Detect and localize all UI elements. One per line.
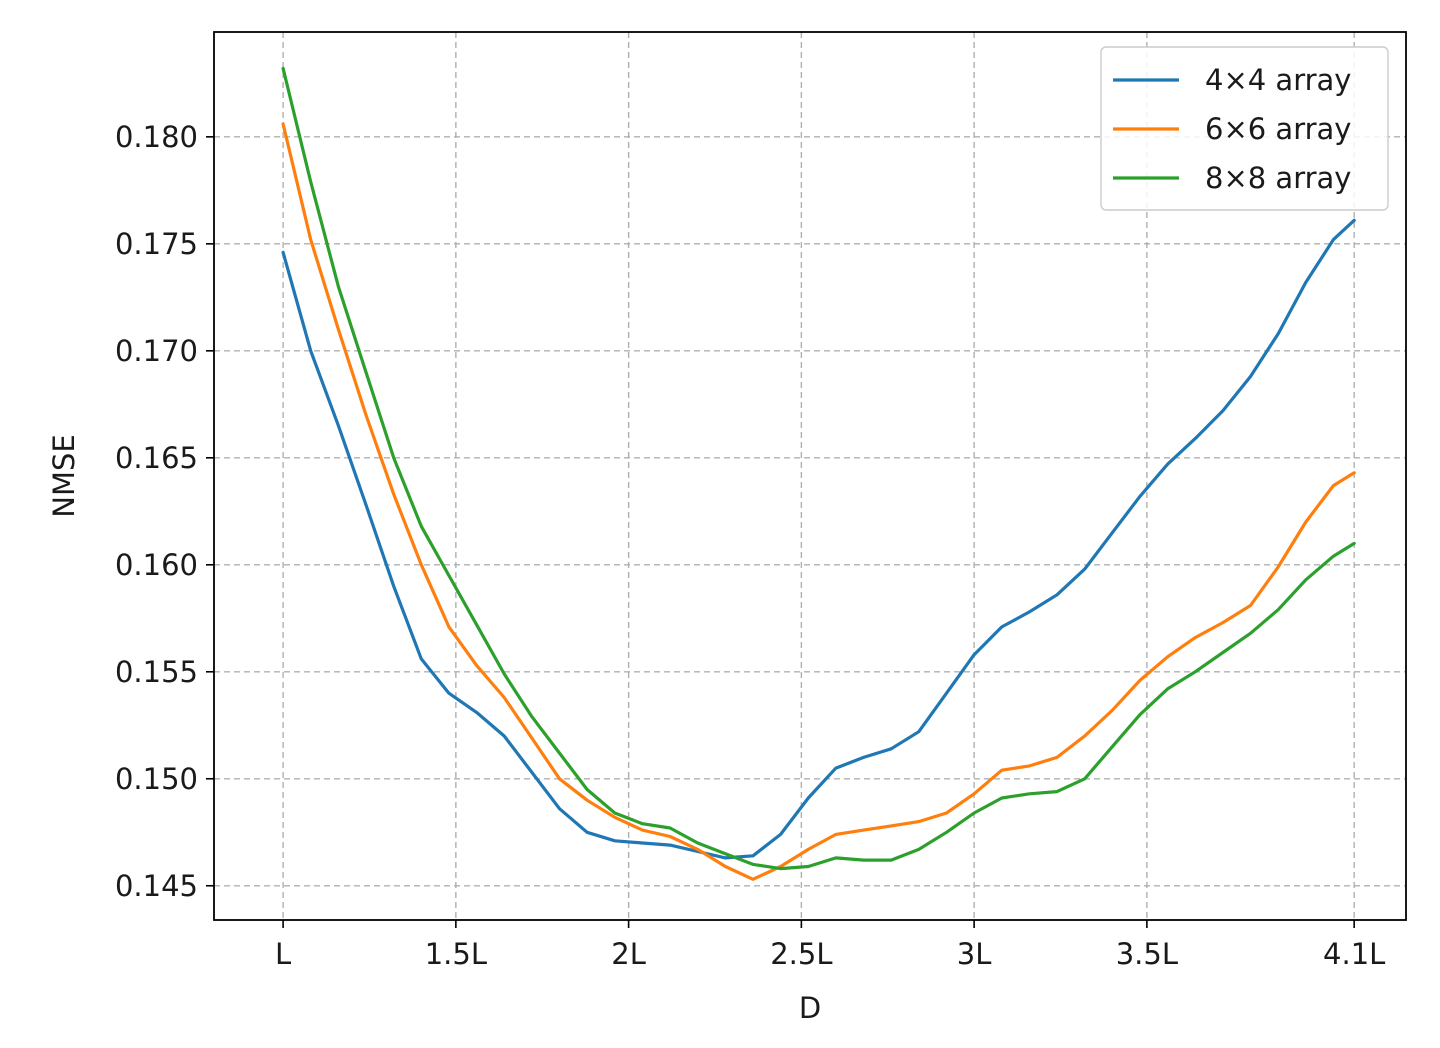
y-tick-label: 0.160 [115,548,198,582]
series-line-2 [281,122,1356,881]
y-tick-label: 0.180 [115,120,198,154]
y-tick-label: 0.155 [115,655,198,689]
x-tick-label: 3L [957,937,992,971]
y-tick-label: 0.175 [115,227,198,261]
legend-box [1100,46,1389,211]
x-tick-label: 2.5L [770,937,832,971]
x-tick-label: 2L [611,937,646,971]
y-tick-label: 0.170 [115,334,198,368]
legend-label: 4×4 array [1205,63,1351,97]
plot-frame [213,31,1407,921]
legend-label: 8×8 array [1205,161,1351,195]
x-tick-label: L [275,937,291,971]
y-tick-label: 0.150 [115,762,198,796]
y-tick-label: 0.165 [115,441,198,475]
legend: 4×4 array 6×6 array 8×8 array [1100,46,1389,211]
x-axis-label: D [799,991,821,1025]
series-line-1 [281,218,1356,860]
series-line-3 [281,66,1356,871]
x-tick-label: 4.1L [1323,937,1385,971]
y-tick-label: 0.145 [115,869,198,903]
y-axis-label: NMSE [47,434,81,517]
x-tick-label: 1.5L [425,937,487,971]
series-layer [281,66,1356,881]
tick-layer: L 1.5L 2L 2.5L 3L 3.5L 4.1L 0.145 0.150 0.155 0.16… [115,120,1385,971]
legend-label: 6×6 array [1205,112,1351,146]
x-tick-label: 3.5L [1116,937,1178,971]
